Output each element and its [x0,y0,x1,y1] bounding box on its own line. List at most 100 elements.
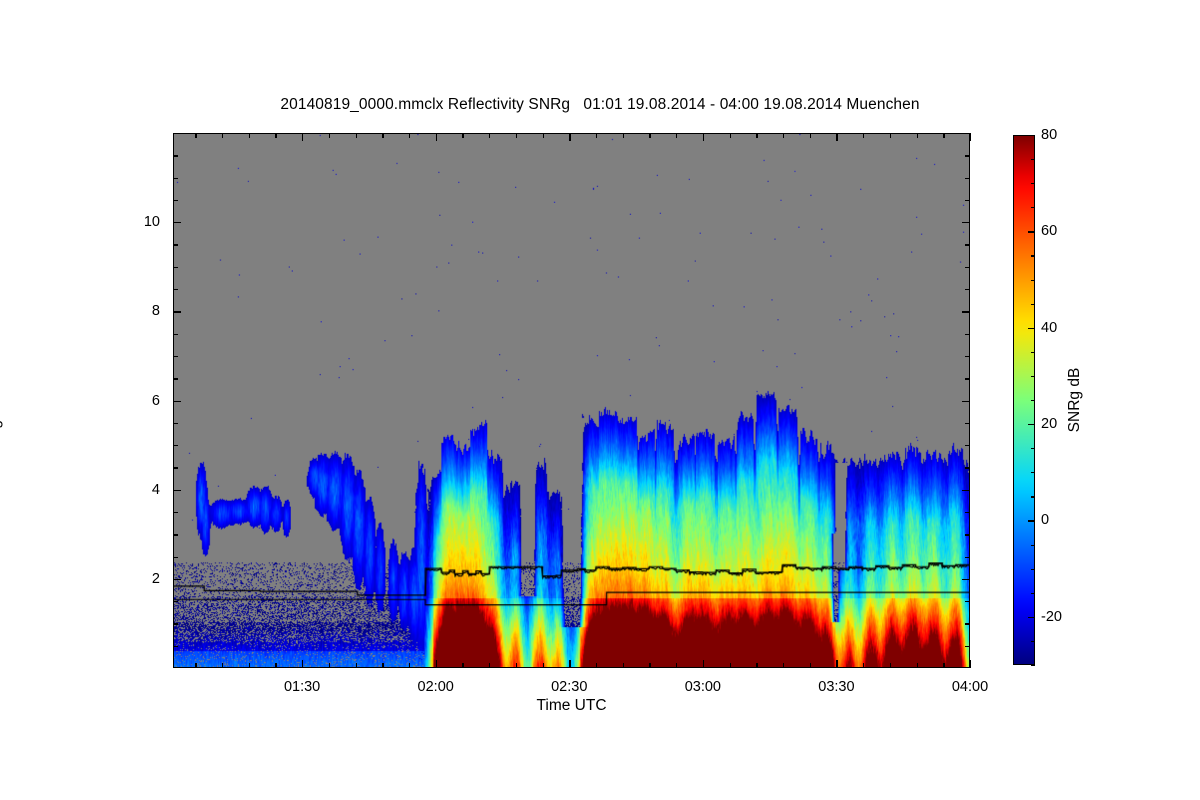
x-tick [889,663,892,668]
x-tick [489,663,491,668]
y-tick [173,378,178,380]
y-tick-right [965,244,970,246]
x-tick [248,663,250,668]
figure-title: 20140819_0000.mmclx Reflectivity SNRg 01… [280,96,920,113]
x-tick [275,663,277,668]
x-tick-label: 01:30 [283,679,321,695]
x-tick-top [382,133,384,138]
x-tick [649,663,651,668]
reflectivity-heatmap-plot [173,133,970,668]
x-tick [302,660,304,668]
x-tick [515,663,518,668]
x-tick-top [916,133,918,138]
colorbar-tick [1031,303,1035,305]
colorbar-tick-label: 40 [1041,319,1058,336]
x-tick-top [970,133,972,141]
x-tick-label: 04:00 [951,679,989,695]
x-tick [836,660,838,668]
colorbar-tick [1031,592,1035,594]
x-tick-top [542,133,544,138]
y-tick [173,578,181,581]
y-tick [173,422,178,425]
y-tick [173,266,178,269]
y-tick [173,155,178,157]
x-tick [435,660,437,668]
colorbar-tick-label: -20 [1041,608,1062,625]
colorbar-tick-label: 60 [1041,223,1058,240]
x-tick-top [462,133,464,138]
y-axis-title: Height AGL km [0,348,3,452]
x-tick-top [622,133,624,138]
x-tick-top [702,133,705,141]
colorbar-tick [1031,183,1035,185]
x-tick-top [595,133,598,138]
x-tick [408,663,411,668]
y-tick [173,623,178,625]
colorbar-tick-label: 80 [1041,127,1058,143]
x-tick-top [328,133,331,138]
y-tick [173,534,178,536]
y-tick-right [962,222,970,224]
colorbar-gradient [1014,136,1034,664]
x-tick-label: 03:30 [818,679,855,695]
colorbar-tick [1031,496,1035,498]
colorbar-tick [1031,544,1035,546]
colorbar-tick [1031,568,1035,570]
x-tick-top [729,133,731,138]
y-tick [173,311,181,313]
x-tick-top [195,133,197,138]
y-tick [173,556,178,558]
y-tick-right [962,489,970,491]
x-tick-top [355,133,357,138]
y-tick-right [965,266,970,269]
y-tick-right [965,556,970,558]
x-tick [916,663,918,668]
x-tick-top [515,133,518,138]
y-tick-right [965,445,970,447]
y-tick [173,601,178,603]
y-tick-right [965,333,970,335]
x-tick [676,663,678,668]
y-tick-right [965,645,970,647]
y-tick [173,489,181,491]
y-tick-right [965,199,970,202]
colorbar-tick [1031,207,1035,209]
y-tick [173,333,178,335]
colorbar-tick [1028,616,1035,618]
x-tick-label: 02:00 [417,679,454,695]
colorbar-tick [1031,375,1035,378]
x-tick [622,663,624,668]
y-tick [173,244,178,246]
colorbar-tick [1031,255,1035,257]
x-tick-top [275,133,277,138]
x-tick-top [569,133,571,141]
y-tick [173,511,178,514]
x-tick-top [836,133,838,141]
colorbar-tick [1028,231,1035,233]
colorbar-tick [1028,520,1035,522]
colorbar-tick [1031,279,1035,281]
y-tick [173,467,178,469]
x-tick-top [302,133,304,141]
x-tick [729,663,731,668]
x-tick-top [889,133,892,138]
y-tick-right [962,578,970,581]
colorbar-tick [1031,351,1035,353]
colorbar-tick [1028,424,1035,426]
heatmap-canvas [174,134,969,667]
y-tick [173,445,178,447]
y-tick [173,222,181,224]
colorbar-tick [1028,327,1035,329]
y-tick-right [965,601,970,603]
x-tick [569,660,571,668]
y-tick-right [965,289,970,291]
y-tick [173,199,178,202]
y-tick-label: 10 [143,214,160,231]
x-tick [702,660,705,668]
y-tick-right [965,177,970,179]
y-tick-right [965,623,970,625]
x-tick [542,663,544,668]
colorbar-tick [1031,472,1035,474]
y-tick-right [965,378,970,380]
